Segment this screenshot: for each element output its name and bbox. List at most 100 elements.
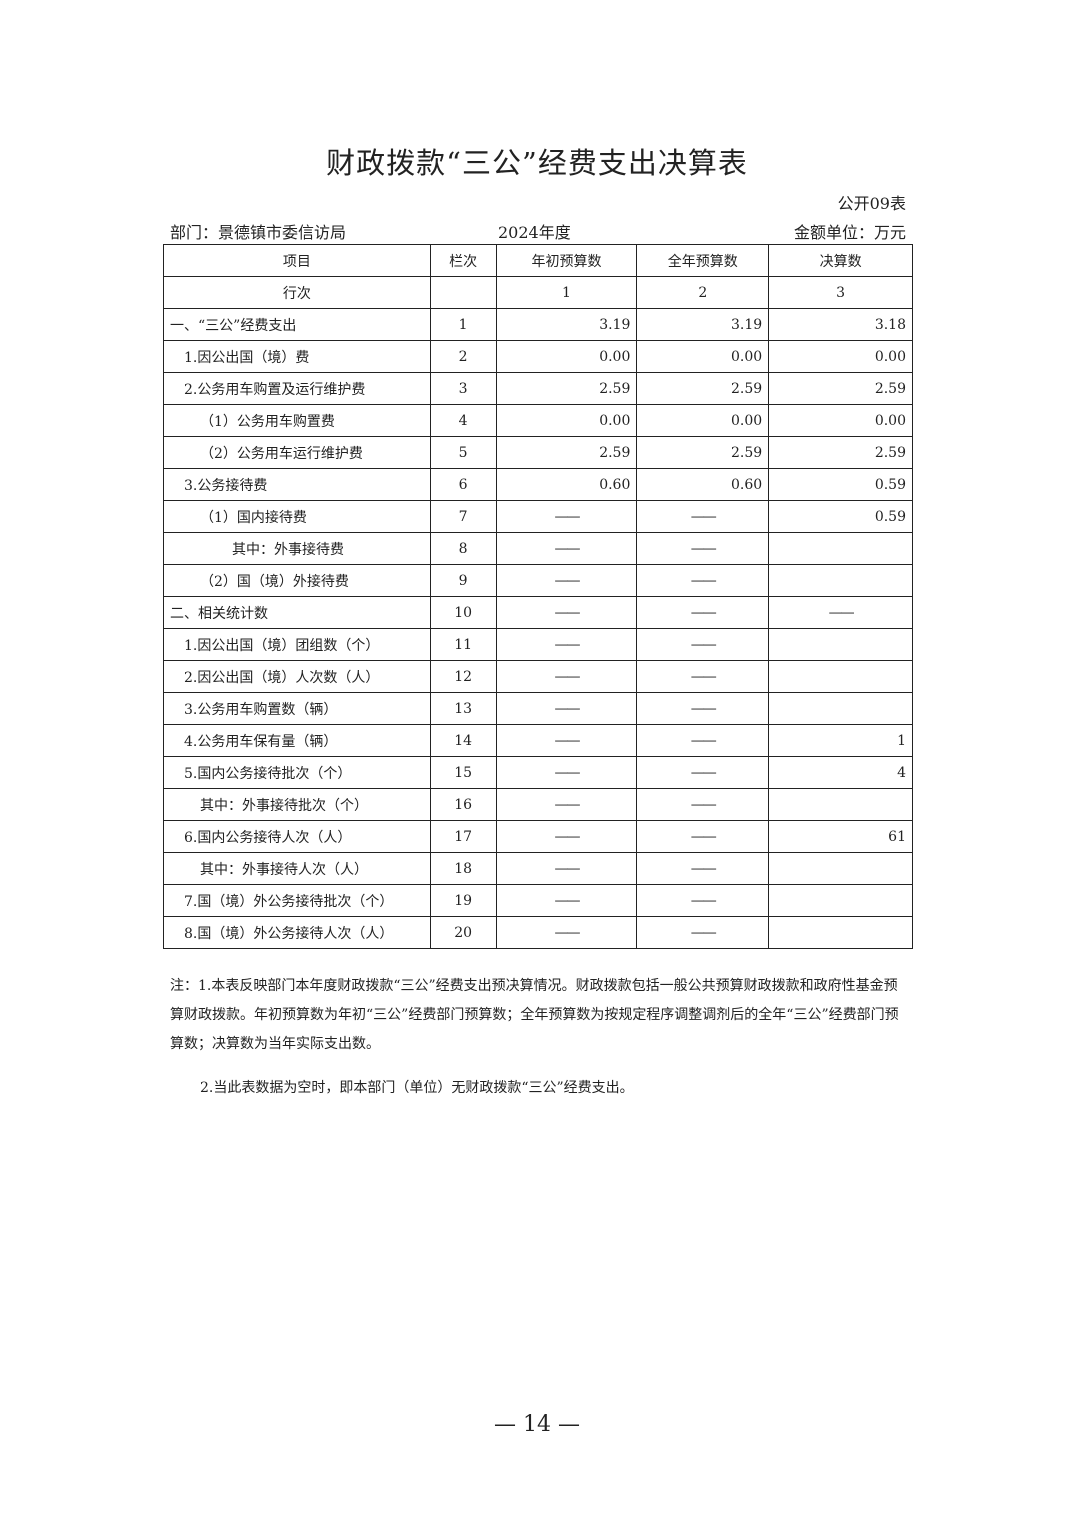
full-year-budget-cell: —— [636, 564, 770, 597]
item-cell: 二、相关统计数 [163, 596, 431, 629]
final-account-cell [768, 564, 913, 597]
full-year-budget-cell: —— [636, 532, 770, 565]
table-row: 1.因公出国（境）团组数（个） 11 —— —— [163, 628, 913, 661]
initial-budget-cell: —— [495, 852, 638, 885]
full-year-budget-cell: —— [636, 596, 770, 629]
row-number-cell: 19 [429, 884, 497, 917]
full-year-budget-cell: 3.19 [636, 308, 770, 341]
table-row: 3.公务用车购置数（辆） 13 —— —— [163, 692, 913, 725]
item-cell: 一、“三公”经费支出 [163, 308, 431, 341]
initial-budget-cell: 3.19 [495, 308, 638, 341]
item-cell: 其中：外事接待批次（个） [163, 788, 431, 821]
item-cell: （2）公务用车运行维护费 [163, 436, 431, 469]
table-row: 7.国（境）外公务接待批次（个） 19 —— —— [163, 884, 913, 917]
row-number-cell: 13 [429, 692, 497, 725]
note-2: 2.当此表数据为空时，即本部门（单位）无财政拨款“三公”经费支出。 [200, 1080, 634, 1096]
item-cell: 2.公务用车购置及运行维护费 [163, 372, 431, 405]
full-year-budget-cell: —— [636, 884, 770, 917]
table-row: 2.因公出国（境）人次数（人） 12 —— —— [163, 660, 913, 693]
full-year-budget-cell: —— [636, 724, 770, 757]
row-number-cell: 6 [429, 468, 497, 501]
final-account-cell [768, 660, 913, 693]
index-2: 2 [636, 276, 770, 309]
final-account-cell [768, 852, 913, 885]
row-number-cell: 3 [429, 372, 497, 405]
full-year-budget-cell: —— [636, 628, 770, 661]
row-number-cell: 10 [429, 596, 497, 629]
item-cell: （1）国内接待费 [163, 500, 431, 533]
header-full-year-budget: 全年预算数 [636, 244, 770, 277]
table-row: 二、相关统计数 10 —— —— —— [163, 596, 913, 629]
initial-budget-cell: —— [495, 916, 638, 949]
row-number-cell: 16 [429, 788, 497, 821]
initial-budget-cell: —— [495, 564, 638, 597]
index-1: 1 [495, 276, 638, 309]
final-account-cell: 0.00 [768, 404, 913, 437]
table-row: 一、“三公”经费支出 1 3.19 3.19 3.18 [163, 308, 913, 341]
final-account-cell: 61 [768, 820, 913, 853]
final-account-cell [768, 916, 913, 949]
row-number-cell: 11 [429, 628, 497, 661]
row-number-cell: 20 [429, 916, 497, 949]
initial-budget-cell: —— [495, 724, 638, 757]
initial-budget-cell: 2.59 [495, 372, 638, 405]
final-account-cell: 2.59 [768, 372, 913, 405]
table-row: 其中：外事接待人次（人） 18 —— —— [163, 852, 913, 885]
table-row: （2）国（境）外接待费 9 —— —— [163, 564, 913, 597]
full-year-budget-cell: —— [636, 820, 770, 853]
full-year-budget-cell: 2.59 [636, 372, 770, 405]
department-label: 部门：景德镇市委信访局 [170, 223, 347, 242]
row-number-cell: 9 [429, 564, 497, 597]
table-row: 4.公务用车保有量（辆） 14 —— —— 1 [163, 724, 913, 757]
item-cell: 5.国内公务接待批次（个） [163, 756, 431, 789]
full-year-budget-cell: —— [636, 852, 770, 885]
note-1: 注：1.本表反映部门本年度财政拨款“三公”经费支出预决算情况。财政拨款包括一般公… [170, 978, 899, 1052]
full-year-budget-cell: 0.00 [636, 404, 770, 437]
item-cell: 其中：外事接待人次（人） [163, 852, 431, 885]
table-row: 5.国内公务接待批次（个） 15 —— —— 4 [163, 756, 913, 789]
initial-budget-cell: —— [495, 660, 638, 693]
initial-budget-cell: —— [495, 596, 638, 629]
page-number: — 14 — [494, 1412, 580, 1437]
initial-budget-cell: —— [495, 532, 638, 565]
initial-budget-cell: —— [495, 756, 638, 789]
row-number-cell: 5 [429, 436, 497, 469]
header-item: 项目 [163, 244, 431, 277]
full-year-budget-cell: 0.60 [636, 468, 770, 501]
initial-budget-cell: —— [495, 820, 638, 853]
final-account-cell: 1 [768, 724, 913, 757]
full-year-budget-cell: —— [636, 916, 770, 949]
row-number-cell: 17 [429, 820, 497, 853]
initial-budget-cell: —— [495, 692, 638, 725]
initial-budget-cell: —— [495, 500, 638, 533]
item-cell: 6.国内公务接待人次（人） [163, 820, 431, 853]
full-year-budget-cell: —— [636, 756, 770, 789]
initial-budget-cell: —— [495, 884, 638, 917]
initial-budget-cell: —— [495, 788, 638, 821]
row-number-cell: 4 [429, 404, 497, 437]
row-number-cell: 18 [429, 852, 497, 885]
index-3: 3 [768, 276, 913, 309]
final-account-cell [768, 788, 913, 821]
row-number-cell: 15 [429, 756, 497, 789]
initial-budget-cell: 0.60 [495, 468, 638, 501]
index-label: 行次 [163, 276, 431, 309]
table-row: 2.公务用车购置及运行维护费 3 2.59 2.59 2.59 [163, 372, 913, 405]
item-cell: 7.国（境）外公务接待批次（个） [163, 884, 431, 917]
row-number-cell: 14 [429, 724, 497, 757]
final-account-cell: 3.18 [768, 308, 913, 341]
item-cell: 其中：外事接待费 [163, 532, 431, 565]
header-column-no: 栏次 [429, 244, 497, 277]
final-account-cell: 2.59 [768, 436, 913, 469]
final-account-cell [768, 692, 913, 725]
full-year-budget-cell: 2.59 [636, 436, 770, 469]
table-row: 其中：外事接待费 8 —— —— [163, 532, 913, 565]
final-account-cell [768, 884, 913, 917]
table-row: 其中：外事接待批次（个） 16 —— —— [163, 788, 913, 821]
unit-label: 金额单位：万元 [793, 223, 906, 242]
form-number: 公开09表 [837, 194, 906, 213]
final-account-cell: 0.59 [768, 500, 913, 533]
item-cell: 1.因公出国（境）团组数（个） [163, 628, 431, 661]
final-account-cell: —— [768, 596, 913, 629]
header-row: 项目 栏次 年初预算数 全年预算数 决算数 [163, 244, 913, 277]
